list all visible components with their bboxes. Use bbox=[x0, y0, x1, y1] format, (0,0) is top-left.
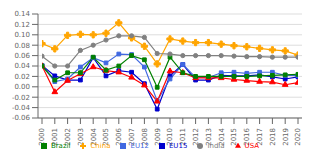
svg-text:2012: 2012 bbox=[192, 128, 200, 146]
html-text:EU15: EU15 bbox=[168, 142, 188, 150]
svg-text:2007: 2007 bbox=[128, 128, 136, 146]
svg-text:2016: 2016 bbox=[243, 127, 251, 145]
svg-text:0.06: 0.06 bbox=[14, 52, 30, 60]
svg-text:2003: 2003 bbox=[77, 128, 85, 146]
svg-text:2004: 2004 bbox=[90, 127, 98, 145]
svg-text:0.04: 0.04 bbox=[14, 62, 30, 70]
html-text:India: India bbox=[207, 142, 225, 150]
svg-text:-0.06: -0.06 bbox=[12, 114, 31, 122]
html-text:China: China bbox=[90, 142, 111, 150]
html-text:USA: USA bbox=[244, 142, 260, 150]
svg-text:0.08: 0.08 bbox=[14, 42, 30, 50]
svg-text:0.00: 0.00 bbox=[14, 83, 30, 91]
svg-text:2015: 2015 bbox=[230, 128, 238, 146]
svg-text:2006: 2006 bbox=[115, 127, 123, 145]
svg-text:-0.02: -0.02 bbox=[12, 94, 30, 102]
svg-text:0.12: 0.12 bbox=[14, 21, 30, 29]
svg-text:0.14: 0.14 bbox=[14, 10, 30, 18]
svg-text:2001: 2001 bbox=[51, 128, 59, 146]
svg-text:0.10: 0.10 bbox=[14, 31, 30, 39]
svg-text:2018: 2018 bbox=[269, 128, 277, 146]
svg-text:0.02: 0.02 bbox=[14, 73, 30, 81]
svg-text:2005: 2005 bbox=[102, 128, 110, 146]
svg-text:2014: 2014 bbox=[218, 127, 226, 145]
svg-text:2019: 2019 bbox=[282, 128, 290, 146]
svg-text:2020: 2020 bbox=[294, 128, 302, 146]
svg-text:2010: 2010 bbox=[166, 128, 174, 146]
html-text:EU12: EU12 bbox=[130, 142, 149, 150]
svg-text:2009: 2009 bbox=[154, 128, 162, 146]
svg-text:2000: 2000 bbox=[38, 128, 46, 146]
svg-text:2013: 2013 bbox=[205, 128, 213, 146]
svg-text:2017: 2017 bbox=[256, 128, 264, 146]
svg-text:2008: 2008 bbox=[141, 128, 149, 146]
svg-text:-0.04: -0.04 bbox=[12, 104, 31, 112]
svg-text:2011: 2011 bbox=[179, 128, 187, 146]
svg-text:2002: 2002 bbox=[64, 128, 72, 146]
html-text:Brazil: Brazil bbox=[50, 142, 71, 150]
